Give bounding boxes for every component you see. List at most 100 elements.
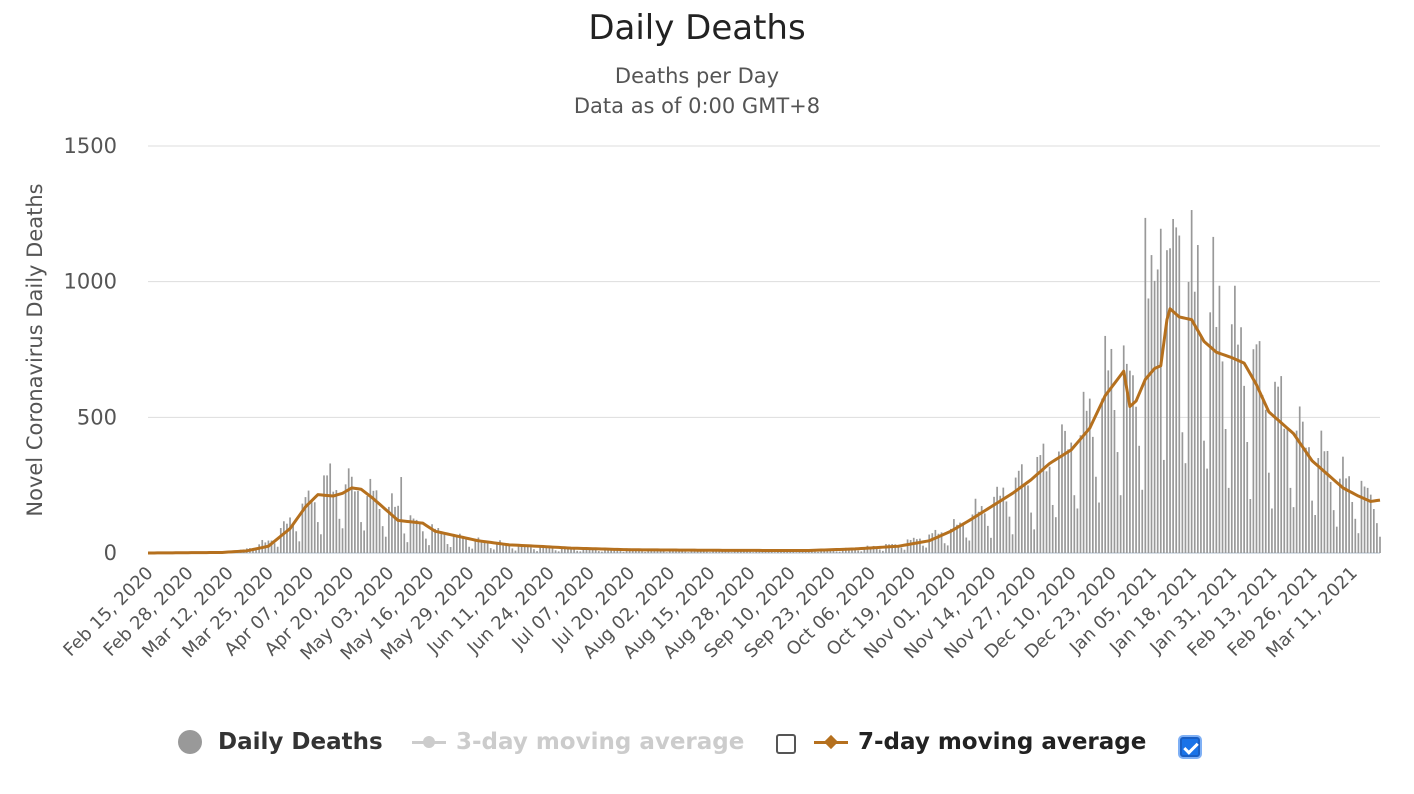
daily-deaths-bar[interactable] [665, 552, 668, 553]
daily-deaths-bar[interactable] [378, 509, 381, 553]
daily-deaths-bar[interactable] [347, 468, 350, 553]
daily-deaths-bar[interactable] [832, 549, 835, 553]
daily-deaths-bar[interactable] [1064, 430, 1066, 553]
daily-deaths-bar[interactable] [956, 524, 958, 553]
daily-deaths-bar[interactable] [557, 551, 560, 553]
daily-deaths-bar[interactable] [1193, 291, 1196, 553]
daily-deaths-bar[interactable] [1357, 533, 1360, 553]
daily-deaths-bar[interactable] [465, 538, 467, 553]
daily-deaths-bar[interactable] [915, 539, 918, 553]
daily-deaths-bar[interactable] [1113, 410, 1116, 553]
daily-deaths-bar[interactable] [1082, 391, 1085, 553]
daily-deaths-bar[interactable] [1203, 440, 1205, 553]
daily-deaths-bar[interactable] [953, 519, 955, 553]
daily-deaths-bar[interactable] [387, 506, 390, 553]
daily-deaths-bar[interactable] [338, 518, 341, 553]
daily-deaths-bar[interactable] [1036, 456, 1039, 553]
daily-deaths-bar[interactable] [848, 548, 850, 553]
daily-deaths-bar[interactable] [320, 534, 322, 553]
daily-deaths-bar[interactable] [363, 530, 365, 553]
daily-deaths-bar[interactable] [1101, 398, 1103, 553]
daily-deaths-bar[interactable] [539, 546, 541, 553]
daily-deaths-bar[interactable] [1339, 478, 1341, 553]
daily-deaths-bar[interactable] [1073, 495, 1076, 553]
daily-deaths-bar[interactable] [1215, 326, 1218, 553]
daily-deaths-bar[interactable] [1095, 476, 1097, 553]
daily-deaths-bar[interactable] [1076, 508, 1079, 554]
daily-deaths-bar[interactable] [1295, 430, 1298, 553]
daily-deaths-bar[interactable] [1305, 447, 1307, 553]
daily-deaths-bar[interactable] [1190, 210, 1193, 553]
daily-deaths-bar[interactable] [792, 551, 795, 553]
daily-deaths-bar[interactable] [980, 506, 983, 553]
daily-deaths-bar[interactable] [1376, 523, 1378, 553]
daily-deaths-bar[interactable] [897, 545, 900, 553]
daily-deaths-bar[interactable] [1079, 435, 1082, 553]
daily-deaths-bar[interactable] [1156, 269, 1159, 553]
daily-deaths-bar[interactable] [1200, 334, 1202, 553]
daily-deaths-bar[interactable] [409, 515, 412, 553]
daily-deaths-bar[interactable] [1332, 510, 1335, 553]
daily-deaths-bar[interactable] [644, 551, 646, 553]
daily-deaths-bar[interactable] [301, 503, 304, 553]
daily-deaths-bar[interactable] [965, 537, 968, 553]
daily-deaths-bar[interactable] [1020, 464, 1023, 553]
daily-deaths-bar[interactable] [384, 536, 387, 553]
daily-deaths-bar[interactable] [425, 538, 427, 553]
daily-deaths-bar[interactable] [959, 522, 961, 553]
daily-deaths-bar[interactable] [968, 540, 971, 553]
daily-deaths-bar[interactable] [1246, 442, 1249, 553]
daily-deaths-bar[interactable] [1122, 345, 1125, 553]
daily-deaths-bar[interactable] [1206, 468, 1208, 553]
daily-deaths-bar[interactable] [452, 534, 455, 553]
daily-deaths-bar[interactable] [1230, 324, 1233, 553]
daily-deaths-bar[interactable] [567, 547, 569, 553]
daily-deaths-bar[interactable] [1144, 217, 1147, 553]
daily-deaths-bar[interactable] [946, 545, 949, 553]
daily-deaths-bar[interactable] [1166, 250, 1168, 553]
daily-deaths-bar[interactable] [1119, 495, 1122, 553]
daily-deaths-bar[interactable] [588, 548, 591, 553]
daily-deaths-bar[interactable] [1271, 508, 1273, 554]
daily-deaths-bar[interactable] [1051, 504, 1054, 553]
daily-deaths-bar[interactable] [357, 490, 359, 553]
daily-deaths-bar[interactable] [1277, 386, 1279, 553]
daily-deaths-bar[interactable] [579, 551, 582, 553]
daily-deaths-bar[interactable] [1116, 452, 1119, 553]
daily-deaths-bar[interactable] [983, 513, 986, 553]
daily-deaths-bar[interactable] [1132, 375, 1134, 553]
daily-deaths-bar[interactable] [993, 496, 995, 553]
daily-deaths-bar[interactable] [1178, 235, 1181, 554]
daily-deaths-bar[interactable] [1091, 436, 1094, 553]
daily-deaths-bar[interactable] [1317, 458, 1320, 553]
daily-deaths-bar[interactable] [1255, 344, 1258, 553]
daily-deaths-bar[interactable] [1196, 245, 1199, 554]
daily-deaths-bar[interactable] [526, 545, 529, 553]
daily-deaths-bar[interactable] [622, 551, 625, 553]
daily-deaths-bar[interactable] [369, 478, 372, 553]
daily-deaths-bar[interactable] [597, 551, 600, 553]
daily-deaths-bar[interactable] [1070, 442, 1073, 553]
daily-deaths-bar[interactable] [582, 548, 585, 553]
daily-deaths-bar[interactable] [477, 537, 480, 553]
daily-deaths-bar[interactable] [573, 548, 575, 553]
daily-deaths-bar[interactable] [440, 532, 443, 553]
daily-deaths-bar[interactable] [1323, 451, 1326, 553]
daily-deaths-bar[interactable] [1258, 341, 1261, 553]
7day-average-checkbox[interactable] [1180, 737, 1200, 757]
daily-deaths-bar[interactable] [1098, 502, 1100, 553]
daily-deaths-bar[interactable] [1335, 526, 1338, 553]
daily-deaths-bar[interactable] [971, 514, 974, 553]
daily-deaths-bar[interactable] [1153, 280, 1156, 553]
daily-deaths-bar[interactable] [1292, 507, 1295, 553]
daily-deaths-bar[interactable] [1110, 348, 1113, 553]
daily-deaths-bar[interactable] [1042, 443, 1045, 553]
daily-deaths-bar[interactable] [492, 549, 495, 553]
daily-deaths-bar[interactable] [354, 491, 356, 553]
daily-deaths-bar[interactable] [888, 544, 890, 553]
daily-deaths-bar[interactable] [795, 552, 798, 553]
daily-deaths-bar[interactable] [542, 545, 545, 553]
daily-deaths-bar[interactable] [323, 475, 325, 553]
daily-deaths-bar[interactable] [1033, 529, 1036, 553]
daily-deaths-bar[interactable] [1141, 489, 1144, 553]
